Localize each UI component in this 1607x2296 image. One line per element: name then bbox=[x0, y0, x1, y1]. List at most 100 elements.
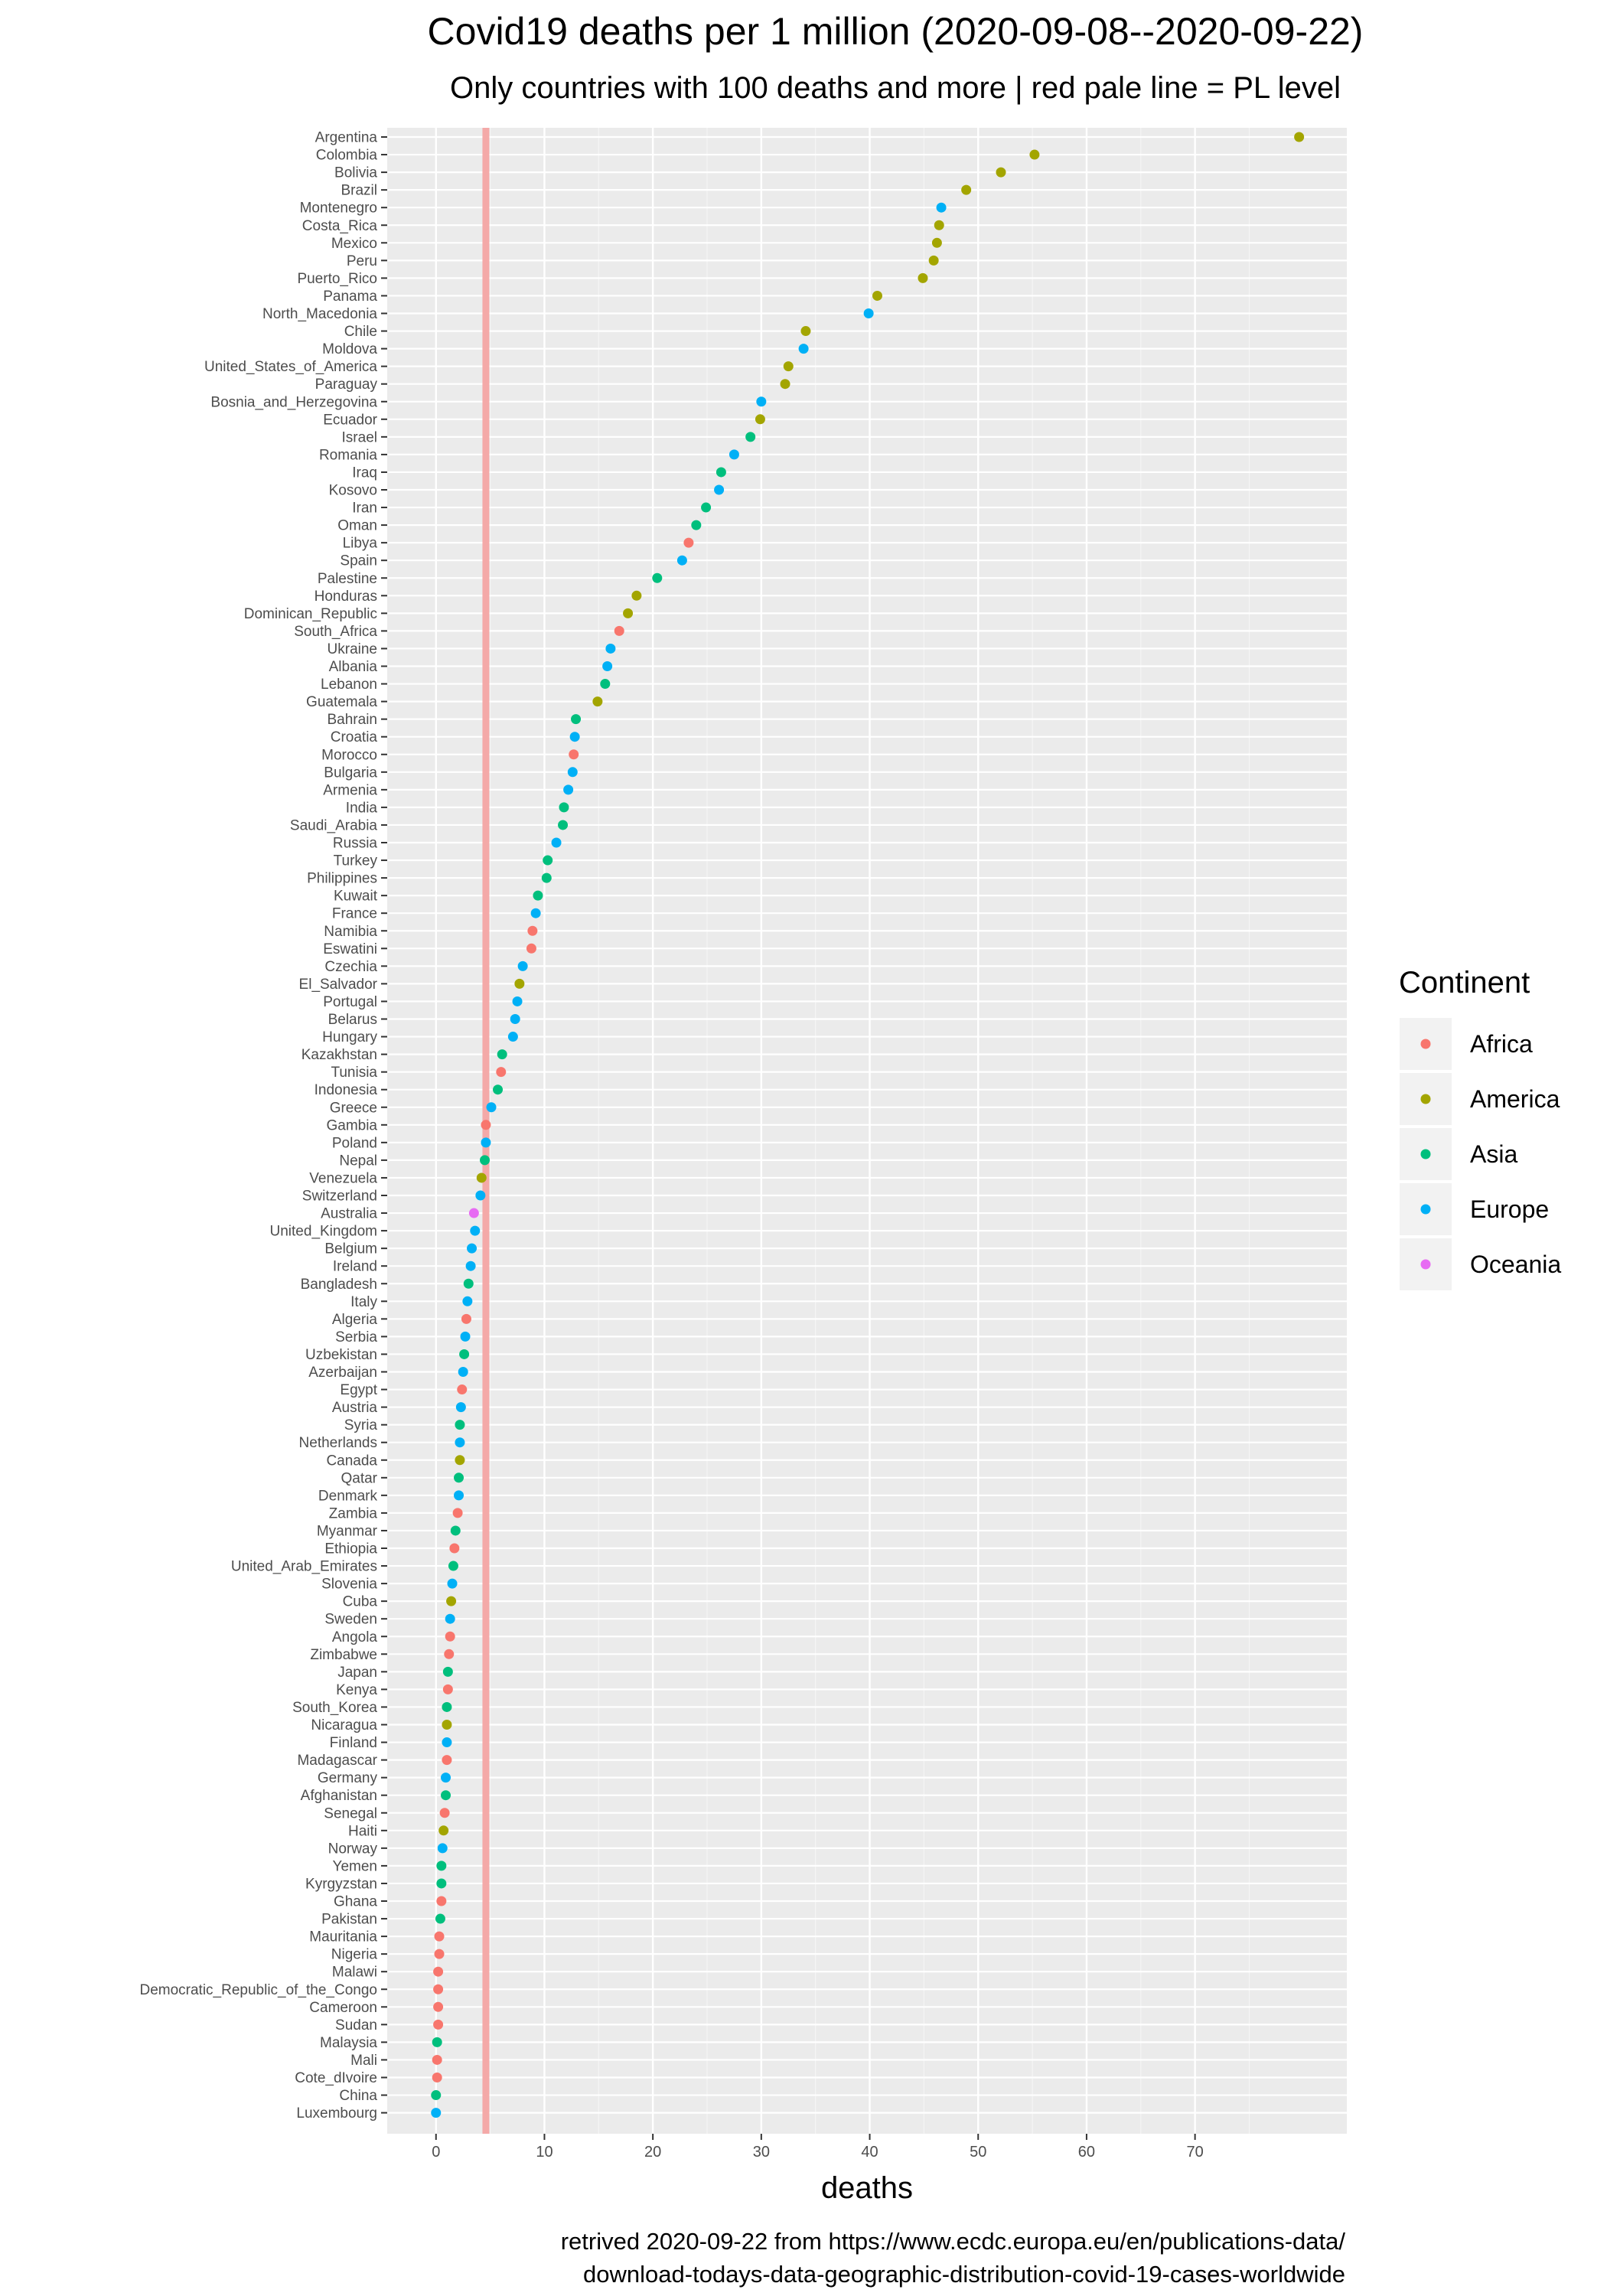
y-tick-label: Bahrain bbox=[328, 712, 378, 728]
data-point bbox=[459, 1349, 470, 1359]
y-tick-label: Eswatini bbox=[323, 941, 377, 957]
y-tick-label: United_States_of_America bbox=[204, 359, 377, 375]
data-point bbox=[449, 1543, 460, 1554]
data-point bbox=[444, 1649, 455, 1659]
y-tick-label: Puerto_Rico bbox=[297, 271, 377, 287]
y-tick-label: Honduras bbox=[315, 589, 377, 605]
y-tick-label: Angola bbox=[332, 1629, 378, 1645]
y-tick-label: Nicaragua bbox=[311, 1717, 377, 1733]
y-tick-label: Tunisia bbox=[331, 1065, 377, 1081]
x-tick-label: 0 bbox=[432, 2144, 440, 2161]
data-point bbox=[454, 1473, 464, 1483]
data-point bbox=[441, 1773, 451, 1783]
x-tick-label: 40 bbox=[861, 2144, 878, 2161]
data-point bbox=[558, 820, 569, 830]
y-tick-label: Zambia bbox=[329, 1505, 378, 1521]
data-point bbox=[433, 2019, 444, 2030]
data-point bbox=[526, 943, 536, 954]
y-tick-label: Libya bbox=[343, 536, 378, 552]
y-tick-label: Egypt bbox=[340, 1382, 377, 1398]
data-point bbox=[798, 344, 809, 354]
y-tick-label: Peru bbox=[347, 253, 377, 269]
y-tick-label: Canada bbox=[326, 1453, 377, 1469]
y-tick-label: Kuwait bbox=[334, 889, 378, 905]
data-point bbox=[683, 537, 694, 548]
chart-title: Covid19 deaths per 1 million (2020-09-08… bbox=[428, 10, 1364, 53]
y-tick-label: Iran bbox=[352, 501, 377, 517]
data-point bbox=[433, 1984, 444, 1994]
y-tick-label: Japan bbox=[337, 1665, 377, 1681]
data-point bbox=[497, 1049, 507, 1060]
data-point bbox=[602, 661, 613, 671]
y-tick-label: Dominican_Republic bbox=[244, 606, 377, 622]
y-tick-label: Madagascar bbox=[297, 1753, 377, 1769]
x-tick-label: 70 bbox=[1187, 2144, 1204, 2161]
y-tick-label: North_Macedonia bbox=[262, 306, 377, 322]
y-tick-label: Venezuela bbox=[309, 1170, 377, 1186]
y-tick-label: Albania bbox=[329, 659, 378, 675]
y-tick-label: Spain bbox=[340, 553, 377, 569]
data-point bbox=[652, 572, 663, 583]
y-tick-label: Kenya bbox=[336, 1682, 377, 1698]
y-tick-label: Belgium bbox=[324, 1241, 377, 1257]
data-point bbox=[432, 2037, 442, 2047]
y-tick-label: Namibia bbox=[324, 924, 377, 940]
y-tick-label: Ecuador bbox=[323, 412, 377, 428]
y-tick-label: South_Africa bbox=[294, 624, 377, 640]
data-point bbox=[514, 978, 525, 989]
y-tick-label: Ethiopia bbox=[324, 1541, 377, 1557]
data-point bbox=[432, 2073, 442, 2082]
data-point bbox=[460, 1331, 471, 1342]
y-tick-label: Finland bbox=[330, 1735, 377, 1751]
y-tick-label: Kyrgyzstan bbox=[305, 1876, 377, 1892]
y-tick-label: Kosovo bbox=[329, 483, 377, 499]
data-point bbox=[437, 1843, 448, 1854]
data-point bbox=[996, 167, 1006, 178]
data-point bbox=[446, 1596, 457, 1606]
y-tick-label: Austria bbox=[332, 1400, 378, 1416]
y-tick-label: Zimbabwe bbox=[310, 1647, 377, 1663]
data-point bbox=[863, 308, 874, 318]
data-point bbox=[455, 1420, 465, 1430]
data-point bbox=[783, 361, 794, 372]
data-point bbox=[872, 290, 882, 301]
y-tick-label: Morocco bbox=[321, 747, 377, 763]
y-tick-label: Lebanon bbox=[321, 677, 377, 693]
x-tick-label: 50 bbox=[970, 2144, 986, 2161]
data-point bbox=[691, 520, 702, 530]
data-point bbox=[454, 1490, 464, 1501]
y-tick-label: Nepal bbox=[339, 1153, 377, 1169]
y-tick-label: Colombia bbox=[316, 148, 378, 164]
y-tick-label: Mauritania bbox=[309, 1929, 377, 1945]
data-point bbox=[715, 467, 726, 478]
data-point bbox=[455, 1437, 465, 1448]
data-point bbox=[714, 484, 725, 495]
caption-line-1: retrived 2020-09-22 from https://www.ecd… bbox=[561, 2228, 1346, 2255]
data-point bbox=[592, 696, 603, 707]
data-point bbox=[623, 608, 634, 618]
y-tick-label: Pakistan bbox=[321, 1912, 377, 1928]
y-tick-label: Democratic_Republic_of_the_Congo bbox=[139, 1982, 377, 1998]
data-point bbox=[431, 2090, 442, 2101]
y-tick-label: Bosnia_and_Herzegovina bbox=[210, 394, 377, 410]
y-tick-label: Senegal bbox=[324, 1805, 377, 1821]
data-point bbox=[605, 643, 616, 654]
data-point bbox=[442, 1720, 452, 1730]
data-point bbox=[434, 1949, 445, 1959]
data-point bbox=[455, 1402, 466, 1413]
y-tick-label: Paraguay bbox=[315, 377, 378, 393]
y-tick-label: Israel bbox=[342, 429, 377, 445]
data-point bbox=[458, 1367, 468, 1377]
data-point bbox=[756, 396, 767, 407]
data-point bbox=[931, 237, 942, 248]
y-tick-label: Switzerland bbox=[302, 1189, 377, 1205]
data-point bbox=[462, 1296, 473, 1306]
y-tick-label: Panama bbox=[323, 289, 377, 305]
data-point bbox=[928, 255, 939, 266]
data-point bbox=[934, 220, 944, 230]
y-tick-label: Haiti bbox=[348, 1823, 377, 1839]
x-tick-label: 20 bbox=[644, 2144, 661, 2161]
data-point bbox=[533, 890, 543, 901]
panel-background bbox=[387, 128, 1347, 2134]
data-point bbox=[434, 1931, 445, 1942]
